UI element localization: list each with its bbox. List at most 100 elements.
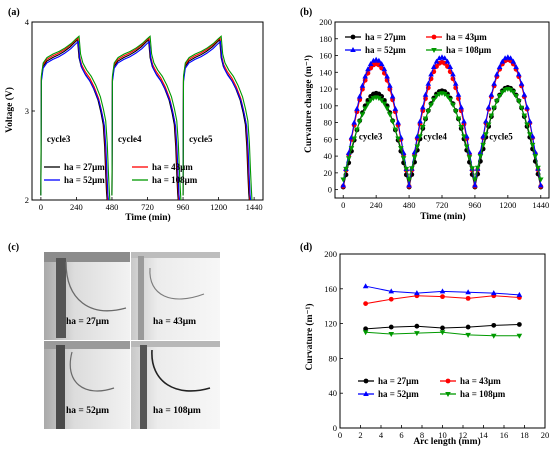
data-point-3 [518, 105, 525, 111]
photo-label-52um: ha = 52μm [66, 406, 109, 416]
data-point-3 [474, 165, 481, 171]
cycle-annotation: cycle4 [423, 131, 447, 141]
panel-label-a: (a) [8, 7, 20, 18]
data-point-2 [485, 104, 492, 110]
data-point-3 [469, 166, 475, 172]
legend-label: ha = 52μm [378, 389, 419, 399]
legend-marker [431, 34, 437, 40]
legend-marker [350, 47, 356, 52]
data-point-2 [452, 80, 459, 86]
data-point-3 [389, 119, 396, 125]
data-point-3 [488, 113, 495, 119]
data-point-3 [384, 106, 390, 112]
data-point-2 [362, 73, 368, 79]
data-point-2 [351, 119, 358, 125]
data-point-2 [439, 288, 446, 294]
y-tick-label: 3 [25, 106, 29, 116]
chart-d-xlabel: Arc length (mm) [413, 436, 480, 447]
data-point-2 [518, 80, 525, 86]
legend-marker [363, 391, 369, 396]
data-point-3 [425, 109, 432, 115]
data-point-3 [411, 155, 418, 161]
data-point-2 [422, 91, 429, 97]
data-point-2 [356, 93, 363, 99]
data-point-2 [362, 283, 369, 289]
data-point-3 [395, 136, 401, 142]
x-tick-label: 0 [338, 430, 342, 440]
cycle-annotation: cycle5 [489, 131, 513, 141]
data-point-3 [354, 127, 360, 133]
data-point-3 [388, 332, 395, 338]
x-tick-label: 16 [500, 430, 509, 440]
data-point-3 [516, 99, 522, 105]
data-point-2 [388, 288, 395, 294]
data-point-2 [359, 82, 366, 88]
data-point-2 [465, 289, 471, 295]
legend-label: ha = 108μm [152, 175, 198, 185]
legend-label: ha = 27μm [378, 376, 419, 386]
panel-label-c: (c) [8, 242, 19, 253]
y-tick-label: 140 [319, 67, 332, 77]
data-point-3 [419, 125, 426, 131]
chart-b-xlabel: Time (min) [420, 211, 465, 222]
legend-marker [350, 34, 356, 40]
y-tick-label: 120 [324, 319, 337, 329]
data-point-3 [378, 98, 385, 104]
legend-label: ha = 108μm [460, 389, 506, 399]
data-point-0 [516, 322, 522, 327]
x-tick-label: 240 [70, 202, 83, 212]
x-tick-label: 720 [141, 202, 154, 212]
series-line-3 [182, 35, 253, 201]
data-point-2 [488, 91, 495, 97]
y-tick-label: 80 [324, 118, 333, 128]
data-point-3 [535, 165, 541, 171]
y-tick-label: 40 [324, 151, 333, 161]
data-point-1 [363, 301, 369, 306]
y-tick-label: 40 [329, 388, 338, 398]
data-point-2 [472, 182, 478, 188]
data-point-2 [461, 118, 467, 124]
series-line-2 [111, 40, 181, 201]
data-point-3 [387, 112, 393, 118]
data-point-3 [452, 109, 459, 115]
panel-label-d: (d) [300, 242, 312, 253]
data-point-3 [516, 333, 523, 339]
data-point-3 [362, 330, 369, 336]
data-point-3 [485, 122, 492, 128]
data-point-3 [499, 90, 506, 96]
legend-label: ha = 108μm [446, 45, 492, 55]
data-point-2 [441, 55, 448, 61]
data-point-2 [529, 133, 536, 139]
data-point-0 [363, 326, 369, 332]
y-tick-label: 160 [324, 284, 337, 294]
data-point-2 [532, 149, 539, 155]
data-point-2 [463, 133, 470, 139]
x-tick-label: 10 [438, 430, 447, 440]
series-line-2 [182, 40, 252, 201]
data-point-3 [439, 330, 446, 336]
legend-label: ha = 43μm [152, 162, 193, 172]
data-point-3 [491, 105, 497, 111]
data-point-3 [398, 146, 404, 152]
data-point-3 [376, 96, 382, 102]
data-point-3 [414, 144, 421, 150]
series-line-1 [342, 59, 542, 187]
data-point-3 [414, 331, 420, 337]
data-point-2 [444, 58, 451, 64]
cycle-annotation: cycle5 [189, 134, 213, 144]
data-point-3 [428, 102, 434, 108]
y-tick-label: 60 [324, 134, 333, 144]
data-point-2 [491, 80, 497, 86]
legend-marker [445, 378, 451, 384]
x-tick-label: 0 [341, 200, 345, 210]
data-point-2 [381, 66, 388, 72]
series-line-2 [342, 56, 542, 186]
x-tick-label: 8 [420, 430, 424, 440]
x-tick-label: 480 [106, 202, 119, 212]
y-tick-label: 120 [319, 84, 332, 94]
data-point-3 [444, 94, 451, 100]
data-point-3 [532, 154, 539, 160]
data-point-3 [340, 177, 347, 183]
